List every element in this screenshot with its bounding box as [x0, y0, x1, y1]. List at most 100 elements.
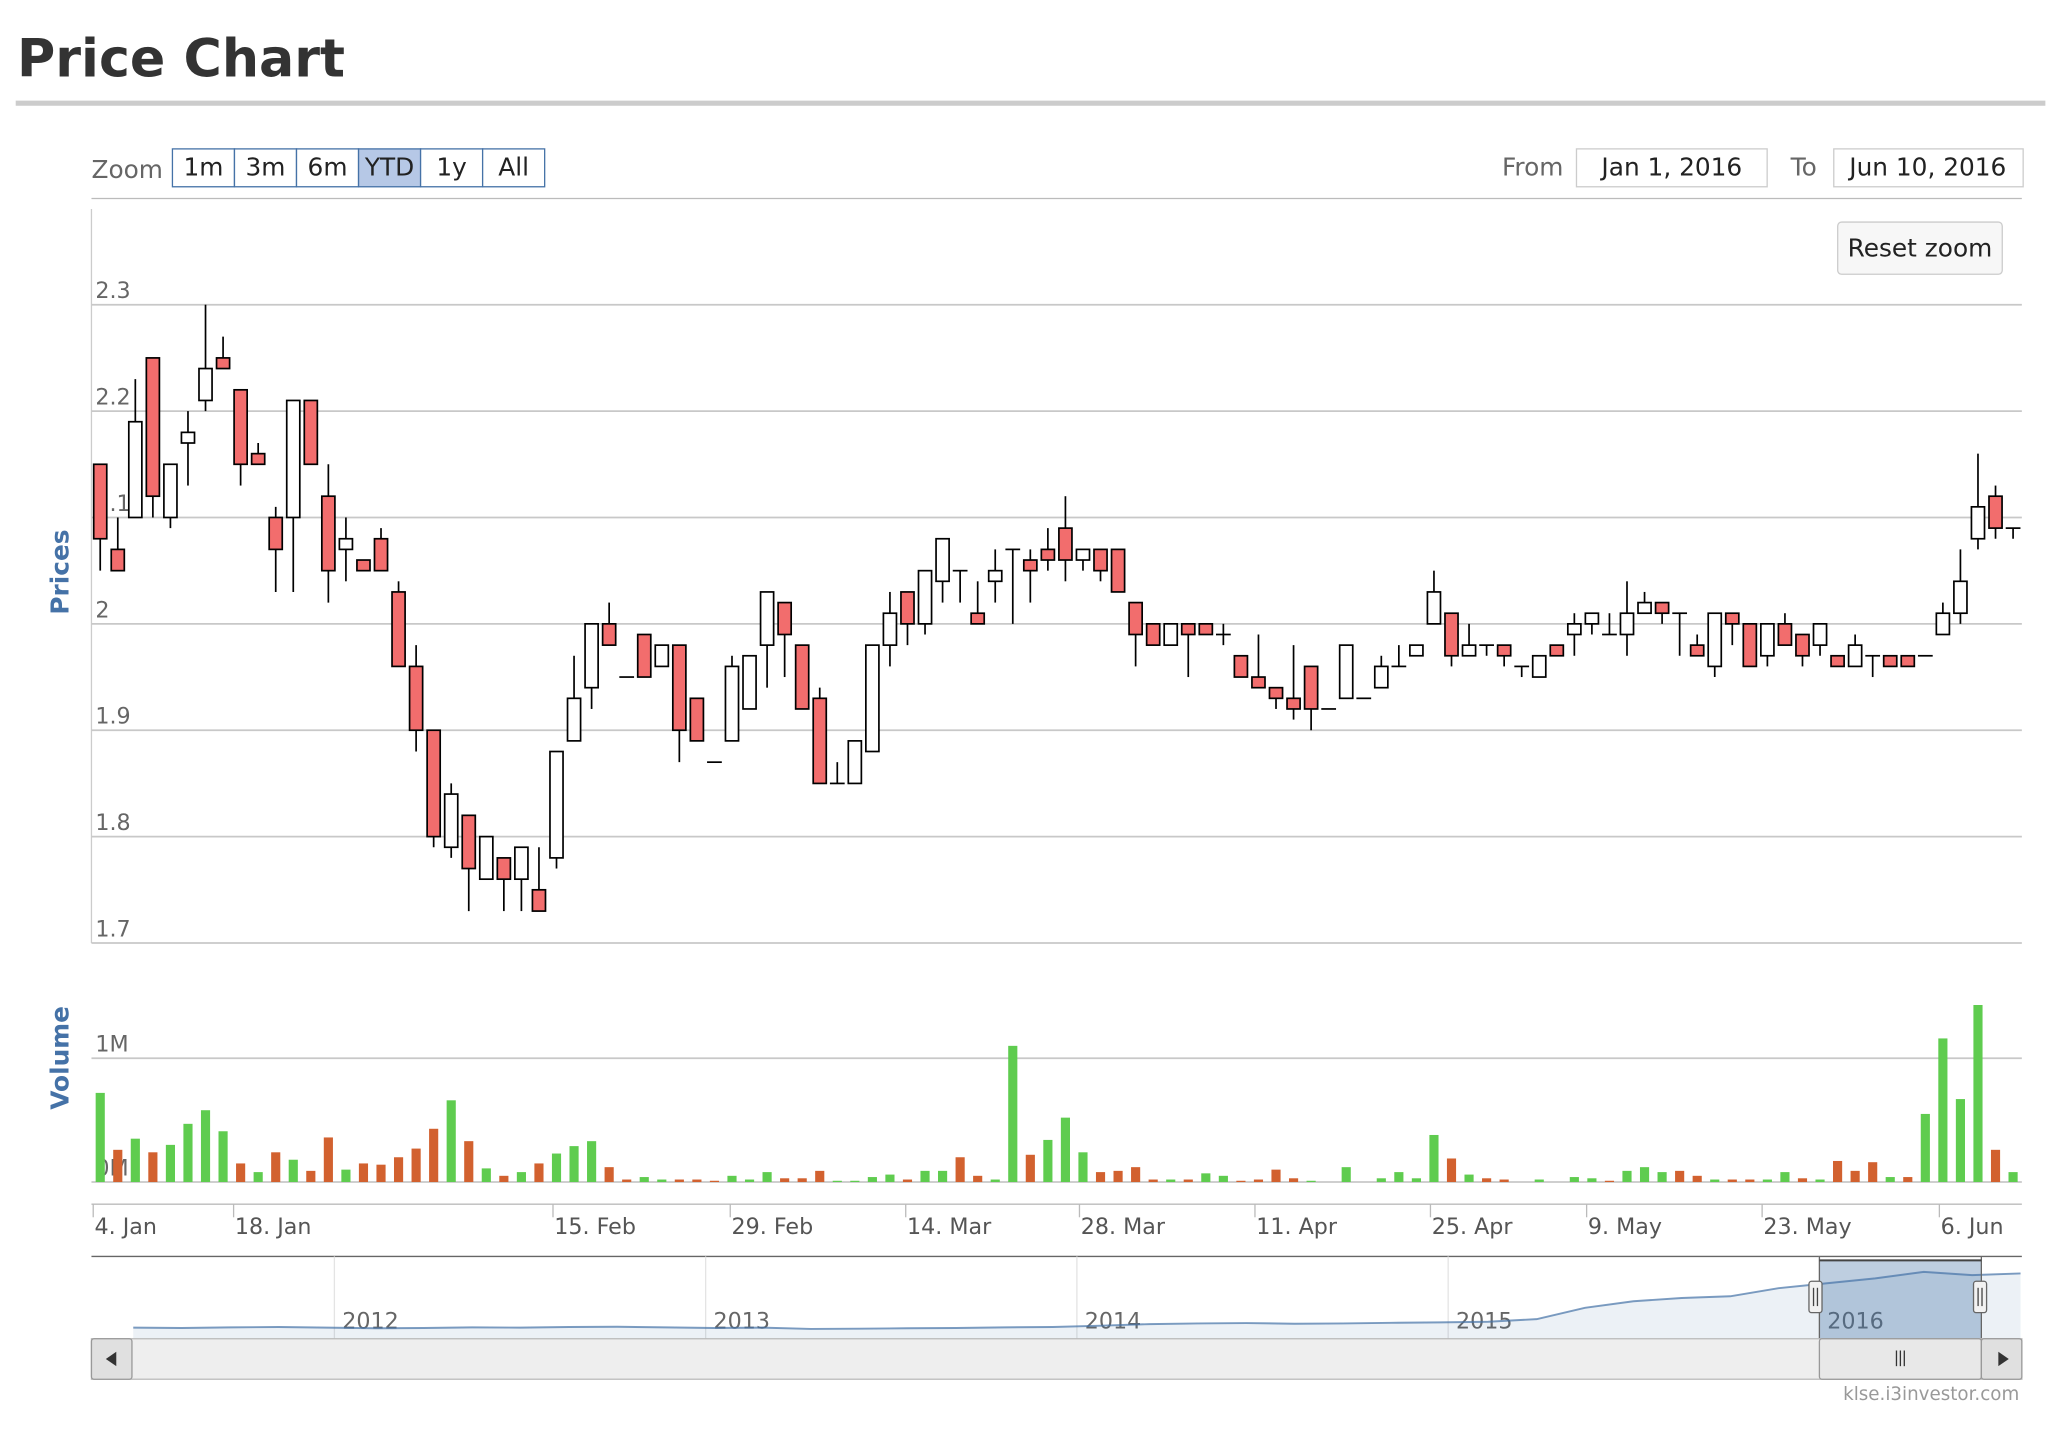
to-label: To — [1790, 152, 1817, 181]
candle-body — [812, 697, 828, 785]
candle-body — [1812, 623, 1828, 646]
volume-bar — [850, 1180, 860, 1183]
candle-body — [1128, 601, 1144, 636]
volume-bar — [1534, 1179, 1544, 1183]
volume-bar — [1797, 1178, 1808, 1183]
candle-body — [1531, 654, 1547, 678]
y-tick-label: 1.8 — [95, 810, 130, 836]
navigator-handle[interactable] — [1972, 1280, 1988, 1314]
reset-zoom-button[interactable] — [1837, 221, 2003, 275]
volume-bar — [1253, 1179, 1264, 1183]
candle-body — [671, 644, 687, 732]
x-tick-label: 15. Feb — [554, 1214, 636, 1240]
candle-body — [1233, 654, 1249, 678]
volume-axis-title: Volume — [45, 1006, 74, 1110]
candle-body — [338, 537, 354, 551]
from-label: From — [1502, 152, 1563, 181]
candle-body — [584, 623, 599, 689]
volume-bar — [1955, 1099, 1965, 1183]
to-input[interactable] — [1833, 148, 2024, 188]
reset-zoom-label: Reset zoom — [1848, 233, 1993, 262]
page-title: Price Chart — [17, 30, 345, 90]
candle-body — [1724, 612, 1740, 625]
volume-bar — [1341, 1167, 1351, 1183]
volume-bar — [200, 1110, 211, 1183]
volume-bar — [113, 1149, 123, 1183]
candle-body — [1373, 665, 1389, 689]
volume-bar — [1095, 1172, 1106, 1183]
candle-body — [478, 835, 494, 881]
candle-body — [303, 399, 319, 466]
candle-body — [1268, 686, 1284, 700]
volume-bar — [973, 1175, 983, 1183]
navigator: 20122013201420152016 — [90, 1255, 2023, 1380]
navigator-label: 2012 — [342, 1308, 398, 1334]
volume-bar — [1218, 1175, 1228, 1183]
candle-body — [759, 591, 775, 646]
candle-body — [1549, 644, 1565, 657]
candle-body — [1251, 676, 1266, 689]
volume-bar — [358, 1163, 369, 1183]
candle-body — [742, 654, 757, 710]
volume-bar — [709, 1180, 720, 1183]
zoom-button-label: All — [498, 152, 529, 181]
volume-bar — [604, 1167, 614, 1183]
volume-bar — [1394, 1172, 1404, 1183]
zoom-button-label: 3m — [246, 152, 286, 181]
candle-body — [320, 495, 336, 572]
volume-bar — [1025, 1154, 1035, 1183]
candle-body — [391, 591, 406, 668]
volume-bar — [832, 1180, 842, 1183]
candle-body — [987, 569, 1003, 583]
volume-bar — [1148, 1179, 1158, 1183]
x-tick-label: 14. Mar — [907, 1214, 992, 1240]
volume-bar — [1833, 1160, 1843, 1183]
candle-body — [1689, 644, 1705, 657]
x-tick-label: 28. Mar — [1081, 1214, 1166, 1240]
candle-body — [531, 888, 547, 912]
volume-bar — [148, 1152, 158, 1183]
candle-body — [1760, 623, 1775, 657]
volume-bar — [674, 1179, 684, 1183]
volume-bar — [1745, 1179, 1755, 1183]
navigator-handle[interactable] — [1808, 1280, 1823, 1314]
volume-bar — [1604, 1180, 1615, 1183]
zoom-button[interactable] — [481, 148, 546, 188]
candle-body — [461, 814, 477, 870]
candle-body — [847, 740, 863, 785]
candle-body — [1198, 623, 1214, 636]
volume-bar — [306, 1170, 316, 1183]
volume-bar — [288, 1159, 298, 1183]
zoom-button[interactable] — [295, 148, 360, 188]
zoom-button[interactable] — [233, 148, 298, 188]
candle-body — [180, 431, 196, 444]
volume-bar — [990, 1179, 1000, 1183]
from-input[interactable] — [1575, 148, 1768, 188]
volume-bar — [218, 1131, 228, 1183]
volume-bar — [1920, 1113, 1930, 1183]
candle-body — [92, 463, 108, 540]
candle-body — [900, 591, 915, 625]
candle-body — [1882, 654, 1898, 668]
volume-bar — [1201, 1173, 1211, 1183]
candle-body — [636, 633, 652, 678]
candle-body — [1040, 548, 1056, 561]
candle-body — [1145, 623, 1161, 646]
zoom-label: Zoom — [91, 155, 162, 184]
zoom-button-label: 1m — [183, 152, 223, 181]
candle-body — [443, 793, 459, 849]
candle-body — [215, 357, 231, 370]
candle-body — [1163, 623, 1179, 646]
volume-bar — [551, 1153, 562, 1183]
candle-body — [1935, 612, 1951, 636]
volume-bar — [1639, 1167, 1650, 1183]
volume-bar — [920, 1170, 930, 1183]
volume-bar — [1183, 1179, 1193, 1183]
candle-body — [373, 537, 389, 572]
y-axis-title: Prices — [45, 529, 74, 614]
volume-bar — [955, 1157, 965, 1183]
candle-body — [566, 697, 582, 742]
y-tick-label: 2 — [95, 597, 109, 623]
